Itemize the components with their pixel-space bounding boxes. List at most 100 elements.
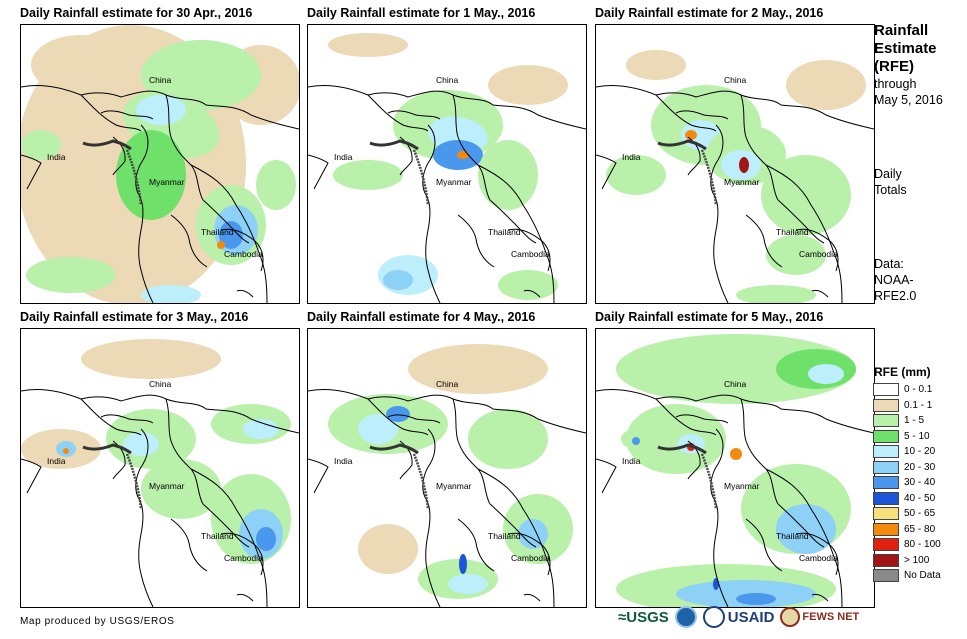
map-label-cambodia: Cambodia [799,249,838,259]
legend-item: 40 - 50 [873,491,941,507]
rainfall-map: China India Myanmar Thailand Cambodia [307,24,587,304]
noaa-logo-icon [674,606,697,628]
data-line-3: RFE2.0 [874,289,917,303]
map-label-cambodia: Cambodia [511,553,550,563]
legend-label: 40 - 50 [904,492,936,504]
panel-title: Daily Rainfall estimate for 4 May., 2016 [307,310,536,324]
map-label-china: China [436,75,458,85]
rainfall-map: China India Myanmar Thailand Cambodia [595,24,875,304]
legend-item: 50 - 65 [873,506,941,522]
map-label-myanmar: Myanmar [436,481,472,491]
legend-label: 5 - 10 [904,430,930,442]
place-labels: China India Myanmar Thailand Cambodia [47,379,263,563]
title-line-1: Rainfall [874,22,929,39]
place-labels: China India Myanmar Thailand Cambodia [334,75,550,259]
country-borders [21,84,299,303]
data-line-2: NOAA- [874,273,914,287]
panel-title: Daily Rainfall estimate for 30 Apr., 201… [20,6,253,20]
map-label-china: China [724,75,746,85]
country-borders [308,84,586,303]
map-svg: China India Myanmar Thailand Cambodia [21,339,299,607]
data-line-1: Data: [874,257,904,271]
map-label-china: China [149,379,171,389]
title-line-3: (RFE) [874,58,914,75]
legend-swatch [873,553,899,567]
panel-title: Daily Rainfall estimate for 3 May., 2016 [20,310,249,324]
map-svg: China India Myanmar Thailand Cambodia [596,334,874,607]
map-label-cambodia: Cambodia [224,249,263,259]
fews-net-text: FEWS NET [802,611,860,623]
legend-swatch [873,507,899,521]
legend-label: 0 - 0.1 [904,384,933,396]
legend-swatch [873,569,899,583]
legend-item: 30 - 40 [873,475,941,491]
country-borders [21,388,299,607]
usgs-logo: ≈USGS [618,608,669,626]
map-label-india: India [622,456,641,466]
map-label-cambodia: Cambodia [511,249,550,259]
map-label-thailand: Thailand [488,531,521,541]
map-label-myanmar: Myanmar [724,177,760,187]
fews-net-logo: FEWS NET [780,607,859,627]
map-svg: China India Myanmar Thailand Cambodia [308,33,586,303]
legend-item: 80 - 100 [873,537,941,553]
place-labels: China India Myanmar Thailand Cambodia [622,75,838,259]
map-svg: China India Myanmar Thailand Cambodia [596,50,874,303]
legend-label: 65 - 80 [904,523,936,535]
title-line-2: Estimate [874,40,937,57]
map-label-india: India [47,456,66,466]
legend-label: 50 - 65 [904,508,936,520]
legend-swatch [873,538,899,552]
fews-net-seal-icon [780,607,801,627]
legend-swatch [873,445,899,459]
map-label-myanmar: Myanmar [149,481,185,491]
rainfall-map: China India Myanmar Thailand Cambodia [307,328,587,608]
logo-strip: ≈USGS USAID FEWS NET [618,606,859,628]
map-label-myanmar: Myanmar [149,177,185,187]
legend-label: > 100 [904,554,930,566]
map-label-myanmar: Myanmar [724,481,760,491]
sidebar-title: Rainfall Estimate (RFE) through May 5, 2… [874,22,943,108]
rainfall-fill [21,25,299,303]
totals-note: Daily Totals [874,166,907,198]
panel-title: Daily Rainfall estimate for 2 May., 2016 [595,6,824,20]
legend-swatch [873,414,899,428]
legend-label: No Data [904,570,941,582]
legend-item: > 100 [873,553,941,569]
data-source-note: Data: NOAA- RFE2.0 [874,256,916,304]
through-date: May 5, 2016 [874,93,943,107]
usaid-seal-icon [702,606,725,628]
map-label-india: India [334,152,353,162]
legend-item: 1 - 5 [873,413,941,429]
rainfall-map: China India Myanmar Thailand Cambodia [20,24,300,304]
place-labels: China India Myanmar Thailand Cambodia [622,379,838,563]
panel-title: Daily Rainfall estimate for 5 May., 2016 [595,310,824,324]
legend-swatch [873,383,899,397]
usaid-text: USAID [727,608,775,626]
place-labels: China India Myanmar Thailand Cambodia [334,379,550,563]
legend-swatch [873,429,899,443]
map-svg: China India Myanmar Thailand Cambodia [308,344,586,607]
map-label-china: China [436,379,458,389]
legend-swatch [873,476,899,490]
legend-label: 10 - 20 [904,446,936,458]
legend-label: 30 - 40 [904,477,936,489]
place-labels: China India Myanmar Thailand Cambodia [47,75,263,259]
map-svg: China India Myanmar Thailand Cambodia [21,25,299,303]
map-label-india: India [47,152,66,162]
map-label-thailand: Thailand [488,227,521,237]
rainfall-fill [616,334,856,607]
country-borders [596,388,874,607]
map-credit: Map produced by USGS/EROS [20,616,175,627]
rainfall-fill [21,339,291,564]
rainfall-map: China India Myanmar Thailand Cambodia [20,328,300,608]
country-borders [596,84,874,303]
map-label-india: India [334,456,353,466]
legend-swatch [873,460,899,474]
legend-item: 20 - 30 [873,460,941,476]
legend-swatch [873,491,899,505]
legend-swatch [873,398,899,412]
map-label-thailand: Thailand [201,531,234,541]
map-label-thailand: Thailand [201,227,234,237]
map-label-cambodia: Cambodia [799,553,838,563]
